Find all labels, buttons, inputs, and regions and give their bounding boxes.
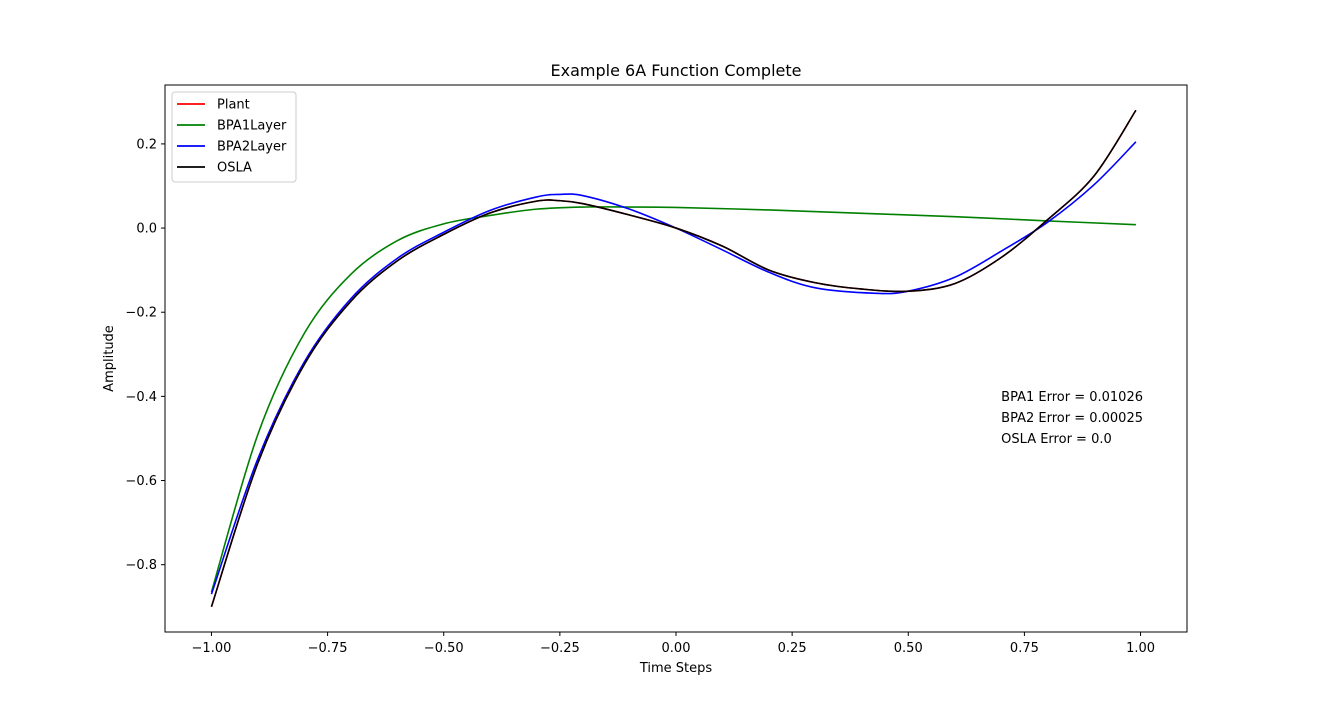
y-tick-label: −0.4: [125, 390, 157, 405]
y-tick-label: −0.6: [125, 474, 157, 489]
chart-title: Example 6A Function Complete: [551, 61, 802, 80]
series-lines: [210, 109, 1137, 607]
x-axis: −1.00 −0.75 −0.50 −0.25 0.00 0.25 0.50 0.75 1.00: [192, 632, 1155, 656]
legend-label-plant: Plant: [217, 98, 250, 113]
plot-frame: [164, 84, 1188, 633]
x-tick-label: 0.75: [1010, 641, 1039, 656]
error-annotation: OSLA Error = 0.0: [1001, 432, 1112, 447]
legend: Plant BPA1Layer BPA2Layer OSLA: [171, 91, 297, 183]
x-tick-label: −1.00: [192, 641, 232, 656]
error-annotations: BPA1 Error = 0.01026 BPA2 Error = 0.00025…: [1001, 390, 1143, 447]
y-tick-label: 0.2: [136, 137, 157, 152]
x-tick-label: −0.75: [308, 641, 348, 656]
series-line-plant: [210, 109, 1137, 607]
x-axis-label: Time Steps: [639, 661, 713, 676]
x-tick-label: −0.50: [424, 641, 464, 656]
error-annotation: BPA2 Error = 0.00025: [1001, 411, 1143, 426]
x-tick-label: 0.25: [778, 641, 807, 656]
legend-label-bpa1layer: BPA1Layer: [217, 119, 287, 134]
legend-label-osla: OSLA: [217, 161, 252, 176]
y-tick-label: −0.2: [125, 306, 157, 321]
legend-label-bpa2layer: BPA2Layer: [217, 140, 287, 155]
error-annotation: BPA1 Error = 0.01026: [1001, 390, 1143, 405]
series-line-bpa2layer: [210, 141, 1137, 595]
x-tick-label: 1.00: [1126, 641, 1155, 656]
legend-box: [171, 91, 297, 183]
x-tick-label: 0.50: [894, 641, 923, 656]
plot-area: [164, 84, 1188, 633]
y-tick-label: −0.8: [125, 558, 157, 573]
series-line-osla: [210, 109, 1137, 607]
series-line-bpa1layer: [210, 206, 1136, 593]
y-axis-label: Amplitude: [102, 325, 117, 392]
x-tick-label: −0.25: [540, 641, 580, 656]
y-axis: 0.2 0.0 −0.2 −0.4 −0.6 −0.8: [125, 137, 165, 573]
y-tick-label: 0.0: [136, 222, 157, 237]
x-tick-label: 0.00: [662, 641, 691, 656]
